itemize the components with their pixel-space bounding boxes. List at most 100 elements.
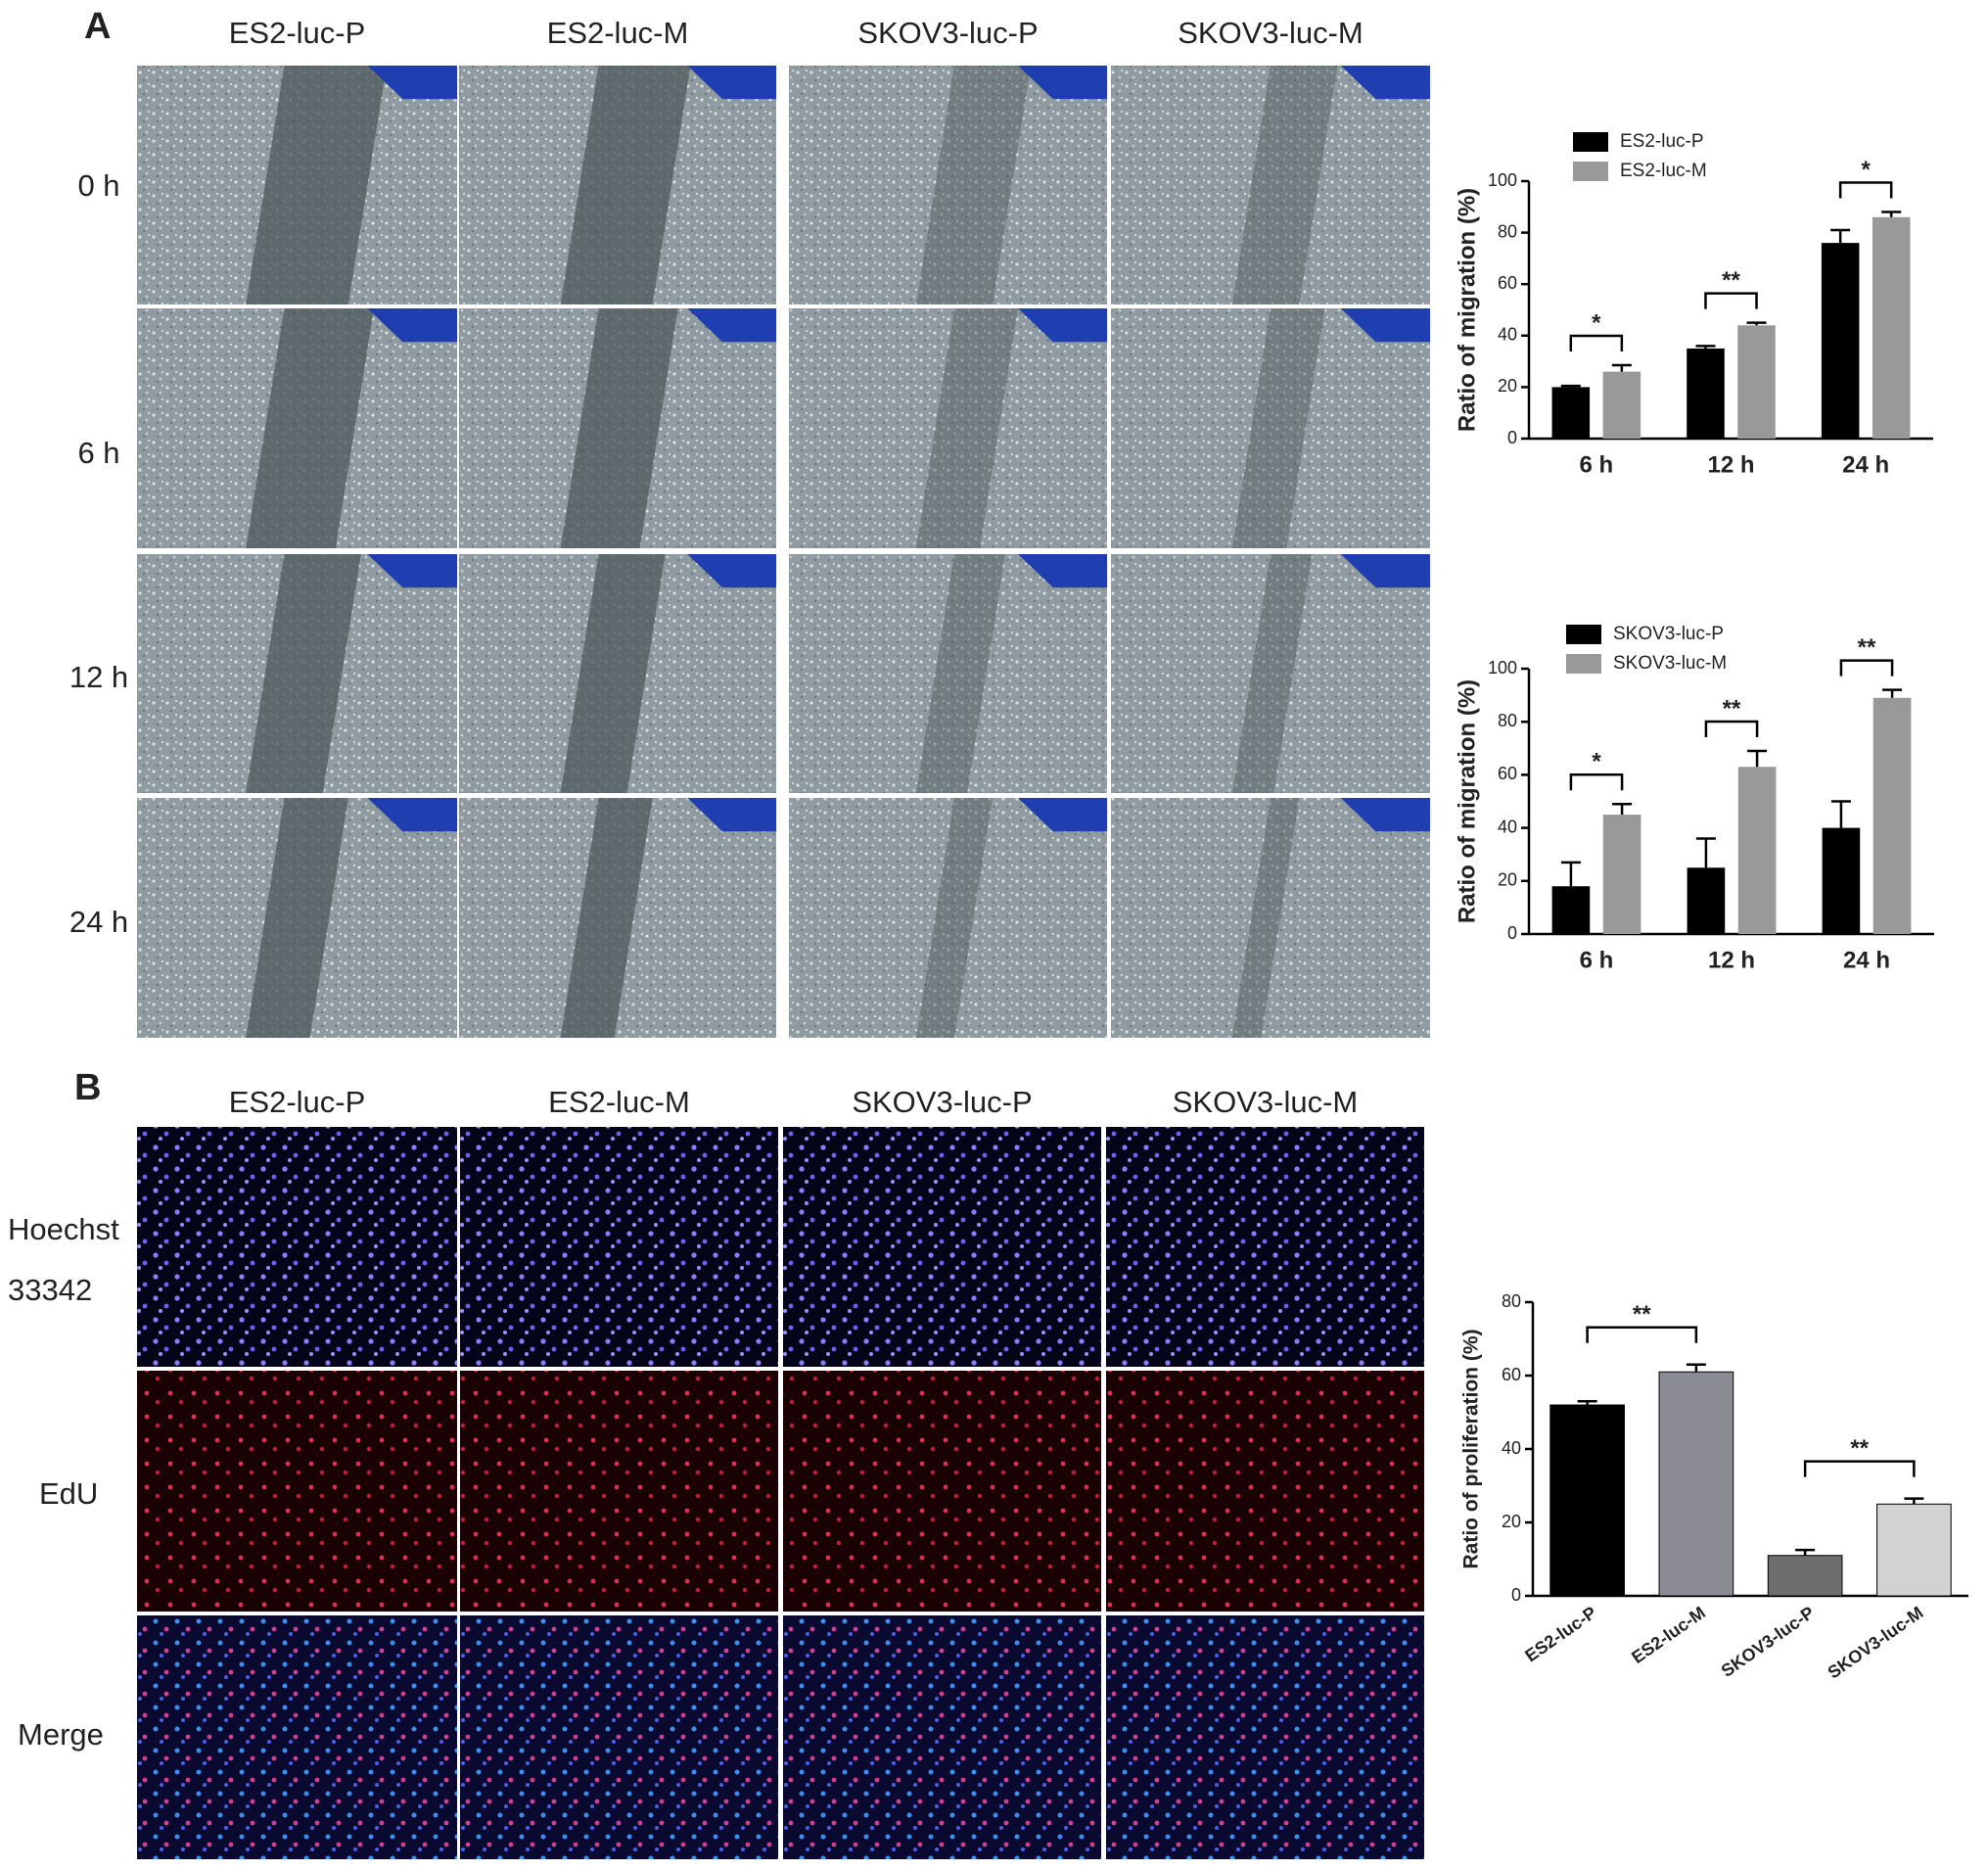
significance-bracket [1839,659,1894,677]
column-header: SKOV3-luc-P [857,16,1039,50]
fluorescence-image [460,1615,778,1859]
fluorescence-image [1106,1615,1424,1859]
x-tick-label: 12 h [1707,451,1754,478]
bar [1551,886,1591,934]
column-header: ES2-luc-P [228,16,366,50]
legend-swatch [1566,625,1601,644]
micrograph [789,308,1107,548]
column-header: SKOV3-luc-P [852,1085,1033,1119]
bar [1767,1555,1843,1597]
row-label: Merge [18,1717,104,1752]
wound-gap [560,554,666,793]
wound-gap [246,308,374,548]
bar [1602,815,1641,934]
legend-label: ES2-luc-P [1620,131,1704,152]
bar [1876,1503,1952,1597]
bar [1687,867,1726,934]
y-tick-label: 60 [1498,273,1517,293]
significance-label: * [1592,749,1601,775]
legend-swatch [1566,654,1601,674]
marker [367,308,457,343]
marker [687,554,776,588]
fluorescence-image [1106,1127,1424,1367]
legend-swatch [1573,162,1608,181]
legend-label: ES2-luc-M [1620,161,1707,181]
wound-gap [1231,798,1300,1038]
y-tick-label: 20 [1498,870,1517,890]
column-header: ES2-luc-P [228,1085,366,1119]
row-label: 6 h [77,436,120,470]
wound-gap [246,798,348,1038]
fluorescence-image [783,1127,1101,1367]
bar [1872,216,1911,439]
y-tick-label: 60 [1498,764,1517,783]
fluorescence-image [783,1371,1101,1612]
fluorescence-image [460,1127,778,1367]
bar [1822,827,1861,934]
x-tick-label: 24 h [1842,451,1889,478]
y-tick-label: 20 [1498,376,1517,396]
y-tick-label: 20 [1502,1512,1521,1531]
bar [1872,697,1912,934]
bar [1658,1371,1734,1597]
row-label: Hoechst 33342 [8,1212,119,1307]
fluorescence-image [137,1615,457,1859]
marker [1340,798,1430,832]
y-axis-label: Ratio of migration (%) [1454,679,1480,923]
y-tick-label: 40 [1498,325,1517,345]
bar [1549,1404,1625,1597]
marker [687,798,776,832]
row-label: 24 h [69,905,129,939]
significance-bracket [1704,292,1758,309]
fluorescence-image [783,1615,1101,1859]
micrograph [789,798,1107,1038]
wound-gap [916,308,1018,548]
column-header: SKOV3-luc-M [1172,1085,1359,1119]
x-tick-label: SKOV3-luc-M [1825,1603,1927,1683]
marker [1018,308,1107,343]
significance-bracket [1586,1326,1698,1343]
significance-bracket [1803,1460,1916,1477]
fluorescence-image [137,1127,457,1367]
bar [1551,387,1591,439]
significance-label: * [1861,157,1871,183]
y-tick-label: 80 [1498,711,1517,730]
wound-gap [560,798,653,1038]
x-tick-label: 6 h [1579,451,1613,478]
panel-label: A [84,6,112,47]
wound-gap [560,308,678,548]
x-tick-label: ES2-luc-P [1521,1603,1599,1666]
x-tick-label: 12 h [1708,947,1755,973]
wound-gap [1231,554,1313,793]
column-header: ES2-luc-M [548,1085,690,1119]
marker [1340,554,1430,588]
fluorescence-image [460,1371,778,1612]
bar [1737,767,1777,934]
micrograph [1111,554,1430,793]
significance-label: ** [1850,1435,1869,1462]
marker [1018,66,1107,100]
marker [367,66,457,100]
significance-bracket [1569,772,1624,791]
marker [367,798,457,832]
bar [1687,348,1725,439]
y-tick-label: 0 [1507,923,1517,943]
significance-bracket [1569,334,1624,352]
significance-label: ** [1858,634,1876,661]
x-tick-label: ES2-luc-M [1628,1603,1709,1667]
fluorescence-image [1106,1371,1424,1612]
column-header: ES2-luc-M [546,16,689,50]
micrograph [1111,798,1430,1038]
row-label: EdU [39,1476,99,1511]
significance-label: ** [1633,1301,1651,1328]
bar [1602,371,1641,439]
micrograph [789,554,1107,793]
wound-gap [560,66,691,304]
y-tick-label: 60 [1502,1365,1521,1384]
wound-gap [1231,66,1338,304]
row-label: 0 h [77,168,120,203]
significance-bracket [1838,181,1893,199]
marker [1340,308,1430,343]
y-axis-label: Ratio of migration (%) [1454,188,1480,432]
